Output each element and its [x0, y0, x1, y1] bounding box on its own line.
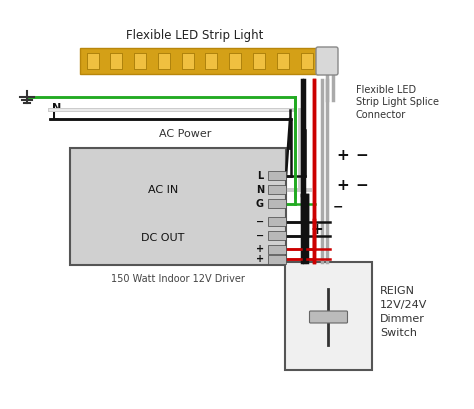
- FancyBboxPatch shape: [310, 311, 347, 323]
- Text: +: +: [336, 178, 349, 193]
- Text: −: −: [355, 148, 368, 162]
- Text: L: L: [52, 112, 59, 122]
- Bar: [87, 53, 99, 69]
- Bar: [277, 53, 289, 69]
- Text: +: +: [310, 222, 323, 238]
- Bar: [182, 53, 194, 69]
- Bar: [80, 48, 318, 74]
- Bar: [110, 53, 122, 69]
- Bar: [268, 171, 286, 180]
- Text: REIGN
12V/24V
Dimmer
Switch: REIGN 12V/24V Dimmer Switch: [380, 286, 428, 338]
- Text: −: −: [256, 231, 264, 241]
- Bar: [253, 53, 265, 69]
- Text: N: N: [256, 185, 264, 195]
- Text: −: −: [333, 200, 344, 213]
- Text: L: L: [257, 171, 263, 181]
- Bar: [134, 53, 146, 69]
- Bar: [268, 199, 286, 208]
- Text: −: −: [256, 217, 264, 227]
- Text: AC IN: AC IN: [148, 185, 178, 195]
- Bar: [301, 53, 313, 69]
- Text: G: G: [256, 199, 264, 209]
- Text: N: N: [52, 103, 61, 113]
- Bar: [70, 148, 286, 265]
- Bar: [229, 53, 241, 69]
- Bar: [268, 255, 286, 264]
- Text: −: −: [355, 178, 368, 193]
- Bar: [205, 53, 217, 69]
- Bar: [268, 231, 286, 240]
- Text: Flexible LED
Strip Light Splice
Connector: Flexible LED Strip Light Splice Connecto…: [356, 85, 439, 120]
- Bar: [268, 245, 286, 254]
- Bar: [285, 262, 372, 370]
- Bar: [268, 217, 286, 226]
- Bar: [268, 185, 286, 194]
- Bar: [158, 53, 170, 69]
- Text: DC OUT: DC OUT: [141, 233, 184, 243]
- FancyBboxPatch shape: [316, 47, 338, 75]
- Text: +: +: [256, 254, 264, 264]
- Text: +: +: [336, 148, 349, 162]
- Text: Flexible LED Strip Light: Flexible LED Strip Light: [126, 29, 264, 43]
- Text: 150 Watt Indoor 12V Driver: 150 Watt Indoor 12V Driver: [111, 274, 245, 284]
- Text: +: +: [256, 244, 264, 254]
- Text: AC Power: AC Power: [159, 129, 211, 139]
